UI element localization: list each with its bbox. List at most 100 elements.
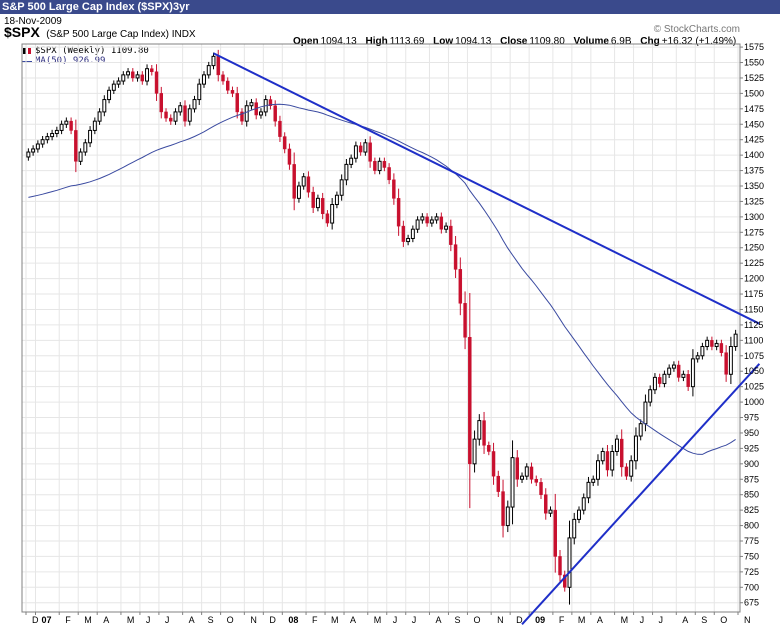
- support-trendline: [521, 363, 761, 626]
- candle-body-down: [619, 438, 624, 468]
- candle-body-up: [244, 105, 249, 122]
- candle-body-down: [458, 269, 463, 304]
- change-label: Chg: [640, 36, 660, 47]
- x-tick-label: 08: [288, 615, 298, 625]
- y-tick-label: 1250: [744, 243, 764, 253]
- candle-body-up: [301, 176, 306, 187]
- candle-body-up: [596, 460, 600, 480]
- candle-body-up: [111, 83, 116, 91]
- candle-body-up: [202, 74, 206, 85]
- candle-body-down: [686, 374, 690, 387]
- candle-body-up: [377, 160, 382, 172]
- candle-body-up: [353, 145, 358, 159]
- chart-title-bar: S&P 500 Large Cap Index ($SPX)3yr: [0, 0, 780, 14]
- candle-body-up: [83, 142, 88, 153]
- candle-body-down: [396, 198, 401, 227]
- candle-body-up: [695, 355, 700, 360]
- candle-body-up: [64, 120, 69, 125]
- volume-value: 6.9B: [610, 36, 632, 47]
- candle-body-up: [714, 342, 719, 348]
- x-tick-label: D: [269, 615, 276, 625]
- candle-body-up: [690, 358, 695, 388]
- open-label: Open: [293, 36, 319, 47]
- x-tick-label: M: [127, 615, 135, 625]
- x-tick-label: A: [350, 615, 356, 625]
- high-label: High: [365, 36, 388, 47]
- price-swatch-icon: [22, 47, 32, 55]
- y-tick-label: 1400: [744, 150, 764, 160]
- candle-body-up: [406, 237, 411, 243]
- candle-body-down: [320, 198, 325, 215]
- x-tick-label: M: [374, 615, 382, 625]
- candle-body-down: [539, 482, 543, 495]
- y-tick-label: 1125: [744, 320, 763, 330]
- candle-body-up: [633, 435, 638, 462]
- legend-ma-label: MA(50) 926.99: [35, 56, 106, 66]
- candle-body-down: [453, 244, 458, 270]
- x-tick-label: J: [146, 615, 151, 625]
- x-tick-label: S: [454, 615, 460, 625]
- candle-body-up: [524, 466, 529, 477]
- y-tick-label: 1525: [744, 73, 764, 83]
- candle-body-down: [325, 213, 330, 224]
- candle-body-up: [258, 111, 263, 116]
- stockcharts-watermark: © StockCharts.com: [653, 24, 740, 35]
- candle-body-up: [187, 108, 192, 122]
- low-value: 1094.13: [455, 36, 492, 47]
- y-tick-label: 925: [744, 443, 759, 453]
- candle-body-down: [169, 117, 173, 122]
- candle-body-up: [88, 129, 93, 144]
- candle-body-down: [534, 479, 538, 483]
- x-tick-label: M: [621, 615, 629, 625]
- candle-body-down: [221, 74, 225, 82]
- volume-label: Volume: [573, 36, 609, 47]
- x-tick-label: M: [331, 615, 339, 625]
- candle-body-up: [472, 438, 477, 465]
- candle-body-up: [728, 346, 733, 375]
- candle-body-up: [178, 105, 183, 113]
- candle-body-up: [45, 136, 50, 141]
- candle-body-down: [463, 303, 467, 338]
- candle-body-down: [496, 475, 501, 492]
- candle-body-up: [54, 129, 59, 135]
- x-tick-label: D: [32, 615, 39, 625]
- x-tick-label: 07: [41, 615, 51, 625]
- y-tick-label: 1475: [744, 104, 764, 114]
- candle-body-up: [59, 123, 64, 131]
- candle-body-up: [681, 373, 686, 378]
- candle-body-down: [358, 145, 363, 153]
- candle-body-up: [173, 111, 178, 122]
- candle-body-down: [487, 445, 491, 452]
- candle-body-up: [206, 65, 211, 76]
- candle-body-down: [468, 337, 472, 465]
- high-value: 1113.69: [389, 36, 425, 47]
- candle-body-down: [382, 161, 387, 168]
- x-tick-label: A: [682, 615, 688, 625]
- x-tick-label: S: [701, 615, 707, 625]
- candle-body-up: [600, 450, 605, 462]
- candle-body-up: [591, 478, 596, 483]
- x-tick-label: A: [103, 615, 109, 625]
- low-label: Low: [433, 36, 454, 47]
- candle-body-up: [505, 506, 510, 527]
- candle-body-up: [145, 68, 150, 82]
- chart-grid: [22, 44, 740, 612]
- open-value: 1094.13: [320, 36, 357, 47]
- candle-body-up: [614, 438, 619, 452]
- y-tick-label: 950: [744, 428, 759, 438]
- candle-body-up: [126, 71, 131, 76]
- x-tick-label: M: [84, 615, 92, 625]
- candle-body-up: [344, 163, 349, 181]
- y-tick-label: 775: [744, 536, 759, 546]
- candle-body-up: [629, 460, 634, 477]
- candle-body-up: [434, 216, 439, 221]
- candle-body-down: [74, 130, 78, 162]
- x-tick-label: J: [165, 615, 170, 625]
- candle-body-up: [349, 157, 354, 165]
- candle-body-up: [135, 74, 140, 79]
- y-tick-label: 800: [744, 521, 759, 531]
- candle-body-down: [657, 377, 662, 384]
- candle-body-down: [226, 80, 230, 91]
- x-tick-label: 09: [535, 615, 545, 625]
